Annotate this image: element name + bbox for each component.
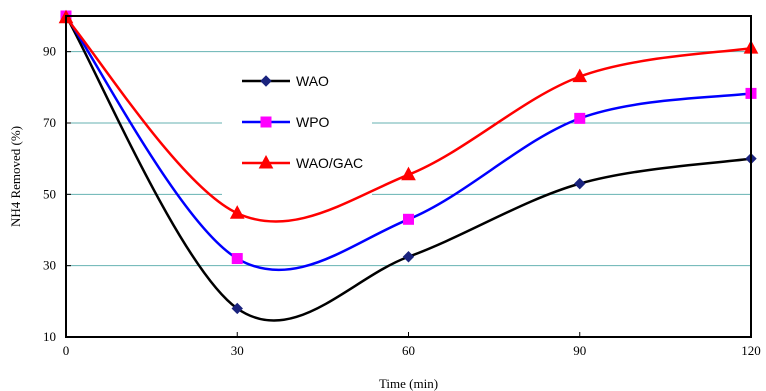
x-tick-label: 120 [741, 343, 761, 358]
legend-marker [260, 116, 272, 128]
x-tick-label: 90 [573, 343, 586, 358]
data-point-wpo [403, 213, 414, 225]
y-tick-label: 30 [43, 258, 56, 273]
data-point-wao-gac [229, 205, 245, 219]
y-tick-label: 70 [43, 115, 56, 130]
x-tick-label: 0 [63, 343, 70, 358]
legend: WAO WPO WAO/GAC [242, 73, 363, 171]
y-tick-label: 10 [43, 329, 56, 344]
series-line-wpo [64, 15, 752, 272]
y-tick-label: 50 [43, 186, 56, 201]
y-axis-label: NH4 Removed (%) [8, 126, 23, 227]
data-point-wao [402, 251, 415, 263]
x-tick-label: 30 [231, 343, 244, 358]
legend-label: WAO [296, 73, 329, 89]
legend-marker [258, 154, 274, 169]
legend-label: WPO [296, 114, 330, 130]
legend-marker [260, 75, 272, 87]
x-tick-label: 60 [402, 343, 415, 358]
legend-label: WAO/GAC [296, 155, 363, 171]
series-line-wao-gac [65, 16, 752, 223]
series-line-wao [64, 15, 752, 322]
series-layer [58, 9, 759, 322]
data-point-wao-gac [401, 166, 416, 181]
grid-lines [66, 51, 751, 267]
y-tick-label: 90 [43, 44, 56, 59]
data-point-wpo [574, 112, 586, 124]
data-point-wao [574, 177, 586, 190]
data-point-wao-gac [572, 68, 588, 83]
data-point-wpo [231, 253, 243, 265]
tick-labels: 0 30 60 90 120 10 30 50 70 90 [43, 44, 761, 358]
data-point-wao [231, 302, 243, 315]
x-axis-label: Time (min) [379, 376, 438, 391]
